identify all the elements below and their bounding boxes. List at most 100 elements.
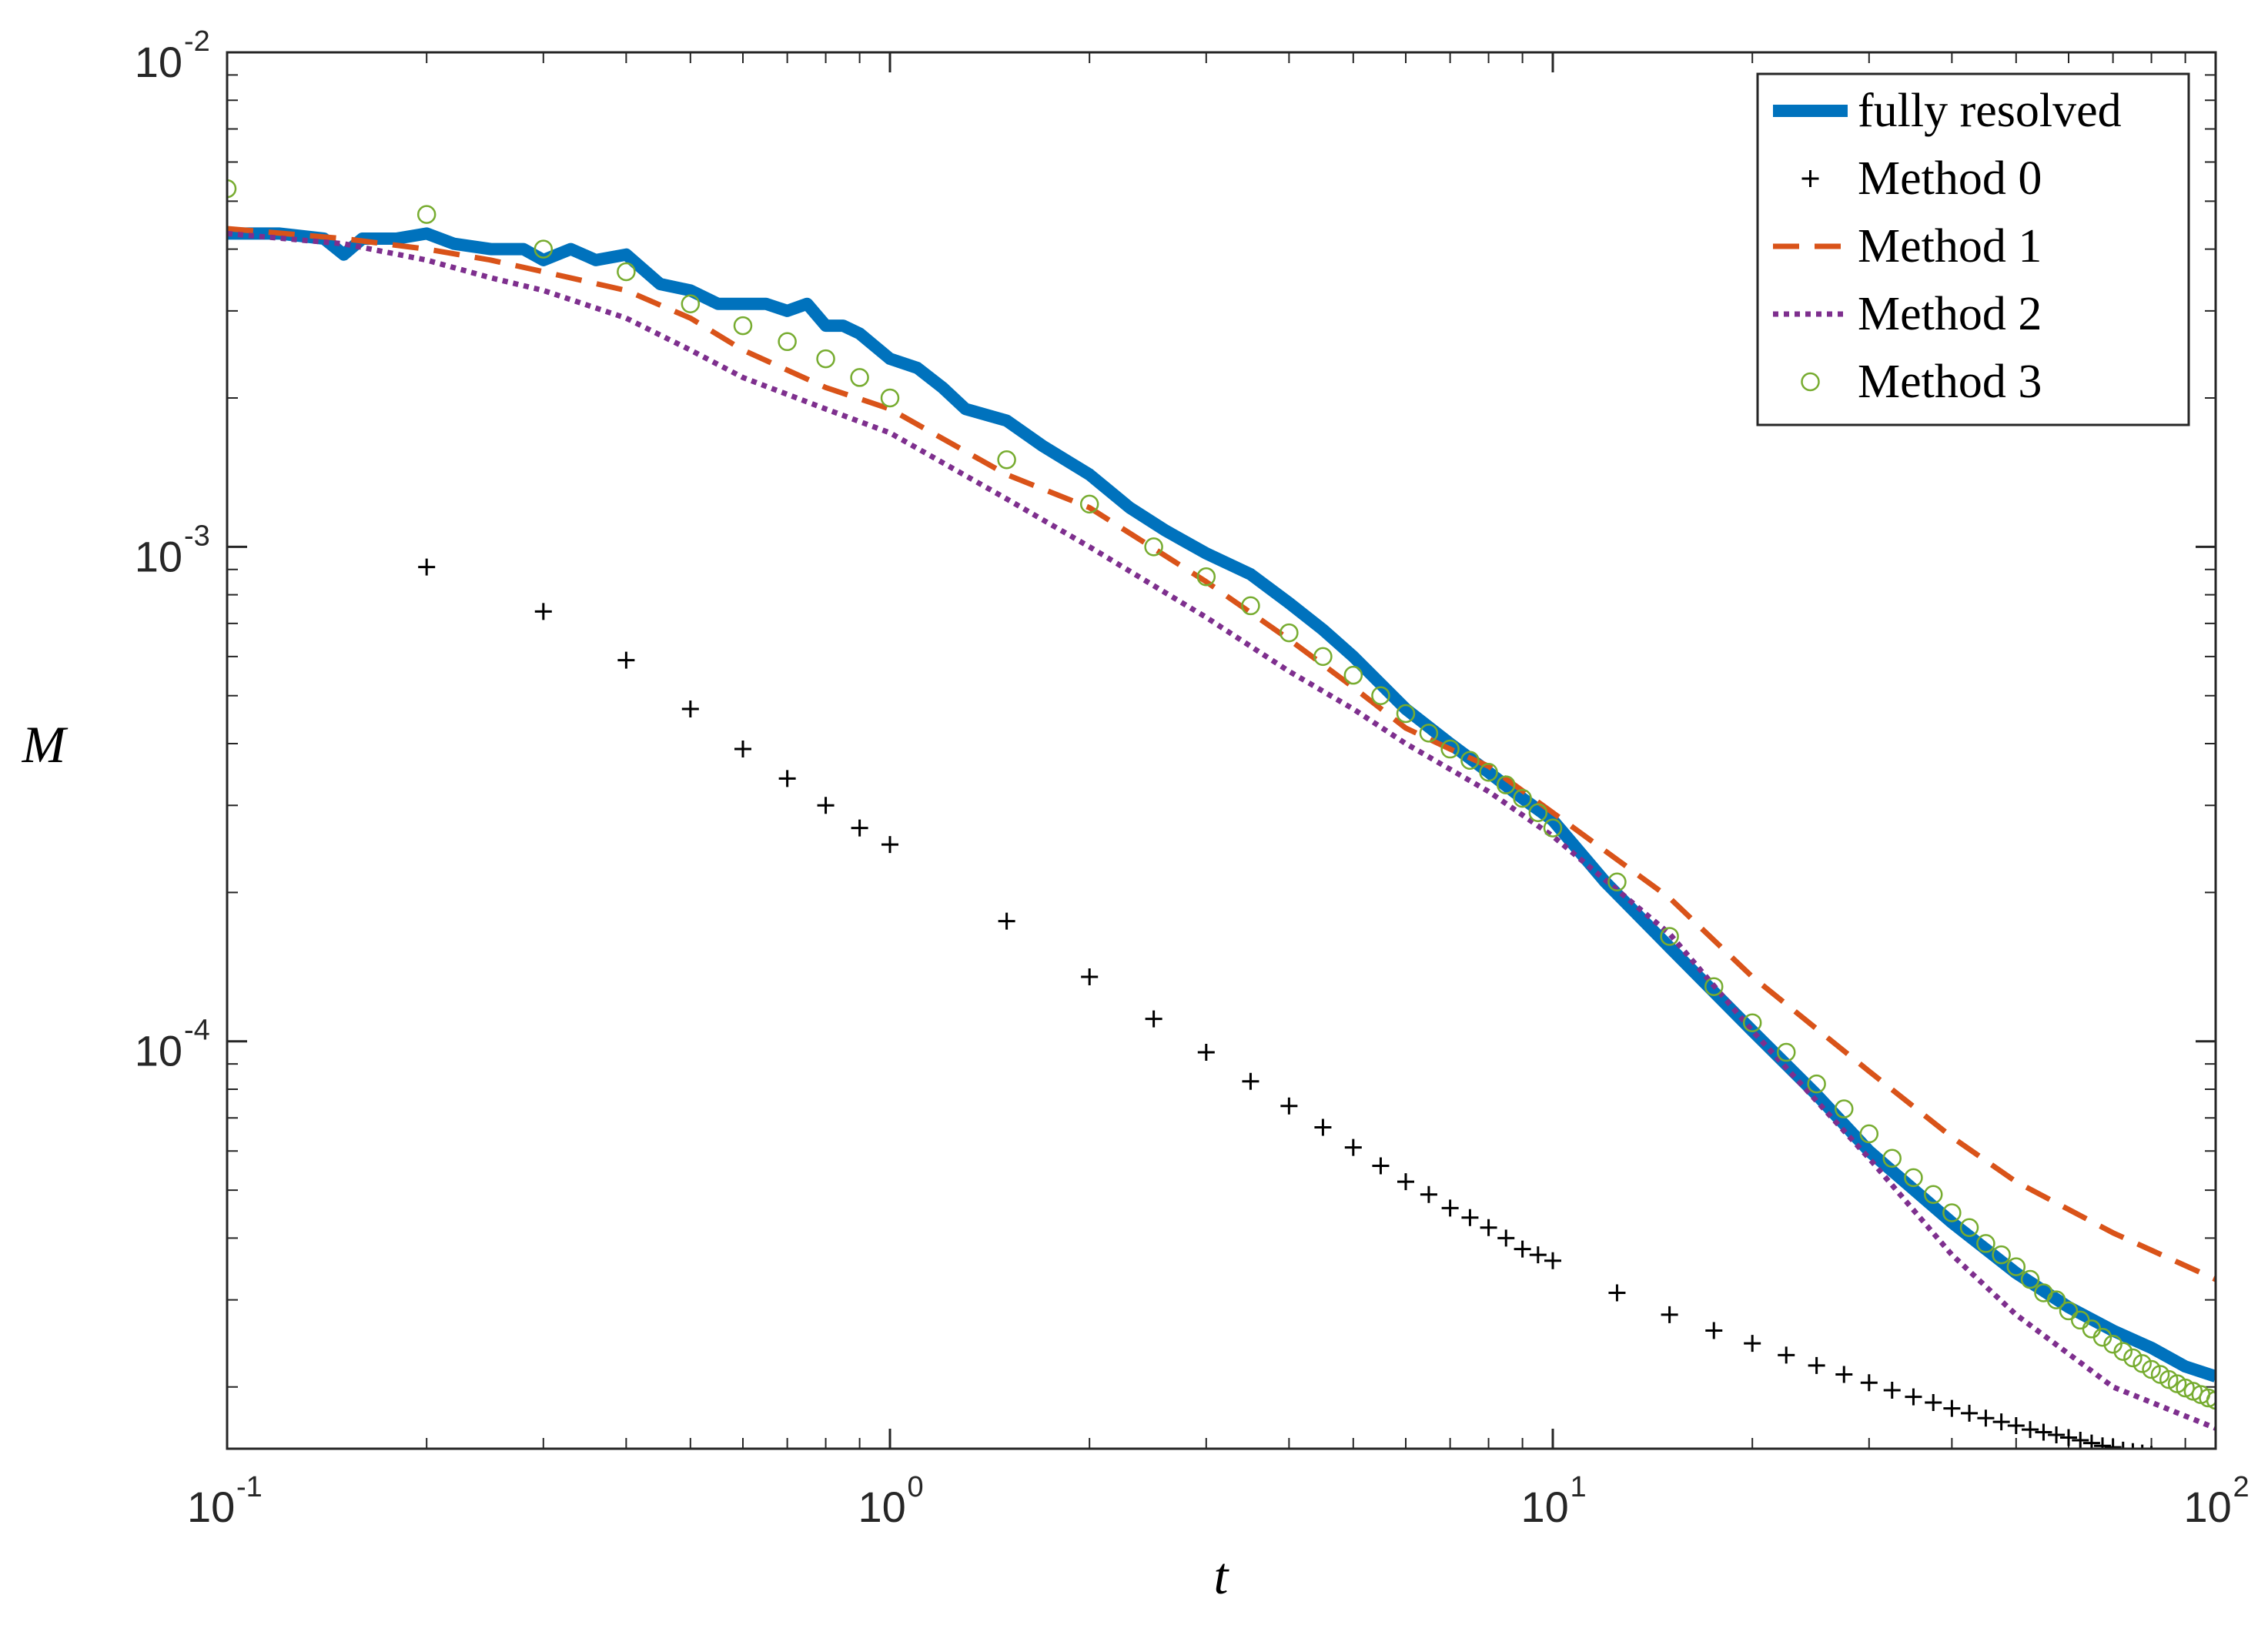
series-point-method-3 bbox=[2123, 1348, 2143, 1368]
series-point-method-3 bbox=[2103, 1335, 2122, 1354]
y-tick-label-exponent: -3 bbox=[184, 520, 210, 552]
series-point-method-0 bbox=[1544, 1252, 1561, 1269]
x-tick-labels: 10 -1 10 0 10 1 10 2 bbox=[187, 1471, 2250, 1531]
x-axis-label: t bbox=[1214, 1546, 1230, 1605]
series-point-method-3 bbox=[733, 316, 753, 336]
y-tick-label: 10 bbox=[135, 38, 182, 86]
x-tick-label-exponent: 0 bbox=[908, 1471, 924, 1503]
series-point-method-0 bbox=[1992, 1413, 2010, 1431]
series-point-method-0 bbox=[2094, 1437, 2112, 1449]
series-point-method-0 bbox=[2048, 1426, 2066, 1443]
legend-box bbox=[1756, 72, 2190, 426]
x-tick-label: 10 bbox=[858, 1483, 906, 1531]
series-point-method-0 bbox=[2007, 1417, 2025, 1435]
series-point-method-3 bbox=[1144, 537, 1163, 557]
series-point-method-3 bbox=[534, 239, 554, 259]
series-point-method-0 bbox=[1280, 1097, 1298, 1115]
series-point-method-0 bbox=[998, 912, 1015, 930]
series-point-method-3 bbox=[681, 294, 701, 313]
series-point-method-3 bbox=[1343, 665, 1363, 685]
series-point-method-0 bbox=[734, 741, 751, 758]
series-point-method-0 bbox=[1441, 1199, 1459, 1217]
x-tick-label: 10 bbox=[1521, 1483, 1569, 1531]
legend: fully resolved Method 0 Method 1 Method … bbox=[1756, 72, 2190, 426]
series-point-method-3 bbox=[2006, 1257, 2026, 1276]
legend-sample-method-3 bbox=[1801, 372, 1820, 392]
series-point-method-3 bbox=[1241, 596, 1260, 616]
series-point-method-0 bbox=[1808, 1356, 1825, 1374]
series-point-method-0 bbox=[1314, 1118, 1332, 1136]
series-point-method-0 bbox=[1344, 1139, 1362, 1156]
series-point-method-3 bbox=[1460, 751, 1480, 770]
series-point-method-3 bbox=[2046, 1290, 2066, 1309]
series-point-method-3 bbox=[778, 332, 797, 352]
series-point-method-3 bbox=[1513, 788, 1532, 808]
series-point-method-0 bbox=[1860, 1374, 1878, 1392]
series-point-method-3 bbox=[880, 388, 900, 408]
series-point-method-3 bbox=[1528, 803, 1548, 822]
series-point-method-3 bbox=[1419, 724, 1439, 743]
series-point-method-0 bbox=[1372, 1157, 1390, 1175]
series-point-method-3 bbox=[1607, 872, 1627, 892]
series-point-method-3 bbox=[617, 262, 636, 282]
legend-sample-method-0 bbox=[1801, 170, 1819, 187]
series-point-method-0 bbox=[1977, 1409, 1995, 1427]
series-point-method-3 bbox=[1196, 567, 1216, 587]
series-point-method-3 bbox=[1479, 763, 1498, 782]
series-point-method-3 bbox=[1496, 775, 1516, 794]
series-point-method-3 bbox=[997, 450, 1016, 470]
series-point-method-3 bbox=[1371, 686, 1390, 705]
series-point-method-0 bbox=[1608, 1284, 1626, 1302]
series-point-method-0 bbox=[1961, 1404, 1979, 1422]
series-point-method-3 bbox=[2199, 1388, 2216, 1408]
series-point-method-3 bbox=[1807, 1074, 1826, 1094]
series-point-method-0 bbox=[1529, 1246, 1547, 1264]
series-point-method-0 bbox=[1197, 1044, 1215, 1062]
series-point-method-3 bbox=[1660, 927, 1679, 946]
series-point-method-3 bbox=[1079, 494, 1099, 514]
series-point-method-3 bbox=[2142, 1359, 2161, 1379]
series-point-method-0 bbox=[681, 700, 699, 718]
legend-label-method-2: Method 2 bbox=[1858, 288, 2042, 340]
series-point-method-3 bbox=[1704, 977, 1724, 996]
series-point-method-0 bbox=[1705, 1322, 1723, 1339]
series-point-method-0 bbox=[2122, 1441, 2125, 1449]
series-point-method-0 bbox=[817, 797, 835, 814]
series-point-method-0 bbox=[1461, 1209, 1479, 1226]
series-point-method-0 bbox=[1497, 1229, 1515, 1247]
series-point-method-3 bbox=[227, 179, 237, 199]
series-point-method-3 bbox=[850, 368, 869, 387]
series-point-method-3 bbox=[2092, 1328, 2112, 1347]
series-point-method-3 bbox=[1976, 1234, 1995, 1253]
series-point-method-3 bbox=[1904, 1168, 1923, 1188]
series-point-method-0 bbox=[1242, 1072, 1259, 1090]
series-point-method-3 bbox=[1859, 1124, 1879, 1144]
series-point-method-0 bbox=[2072, 1432, 2089, 1449]
series-point-method-0 bbox=[617, 651, 635, 669]
series-point-method-3 bbox=[1959, 1218, 1979, 1238]
series-line-method-1 bbox=[227, 226, 2216, 1282]
series-point-method-3 bbox=[2133, 1354, 2152, 1373]
series-point-method-0 bbox=[2104, 1439, 2122, 1449]
series-point-method-0 bbox=[1943, 1399, 1961, 1417]
y-tick-label: 10 bbox=[135, 532, 182, 580]
series-point-method-3 bbox=[1923, 1185, 1943, 1205]
series-point-method-0 bbox=[1145, 1010, 1162, 1028]
x-tick-label-exponent: -1 bbox=[236, 1471, 263, 1503]
y-axis-label: M bbox=[22, 715, 69, 774]
legend-label-method-1: Method 1 bbox=[1858, 220, 2042, 273]
series-point-method-3 bbox=[816, 349, 835, 369]
series-point-method-0 bbox=[1397, 1173, 1414, 1191]
series-point-method-0 bbox=[1778, 1346, 1795, 1364]
y-tick-label-exponent: -4 bbox=[184, 1015, 210, 1047]
series-point-method-0 bbox=[1905, 1388, 1922, 1406]
series-point-method-3 bbox=[2176, 1378, 2195, 1398]
series-point-method-3 bbox=[1280, 623, 1299, 643]
series-point-method-0 bbox=[1480, 1219, 1497, 1236]
series-point-method-0 bbox=[2035, 1423, 2052, 1441]
series-point-method-3 bbox=[1440, 739, 1460, 759]
series-point-method-0 bbox=[1835, 1366, 1853, 1383]
series-point-method-3 bbox=[1313, 647, 1333, 667]
series-point-method-3 bbox=[1396, 704, 1416, 724]
